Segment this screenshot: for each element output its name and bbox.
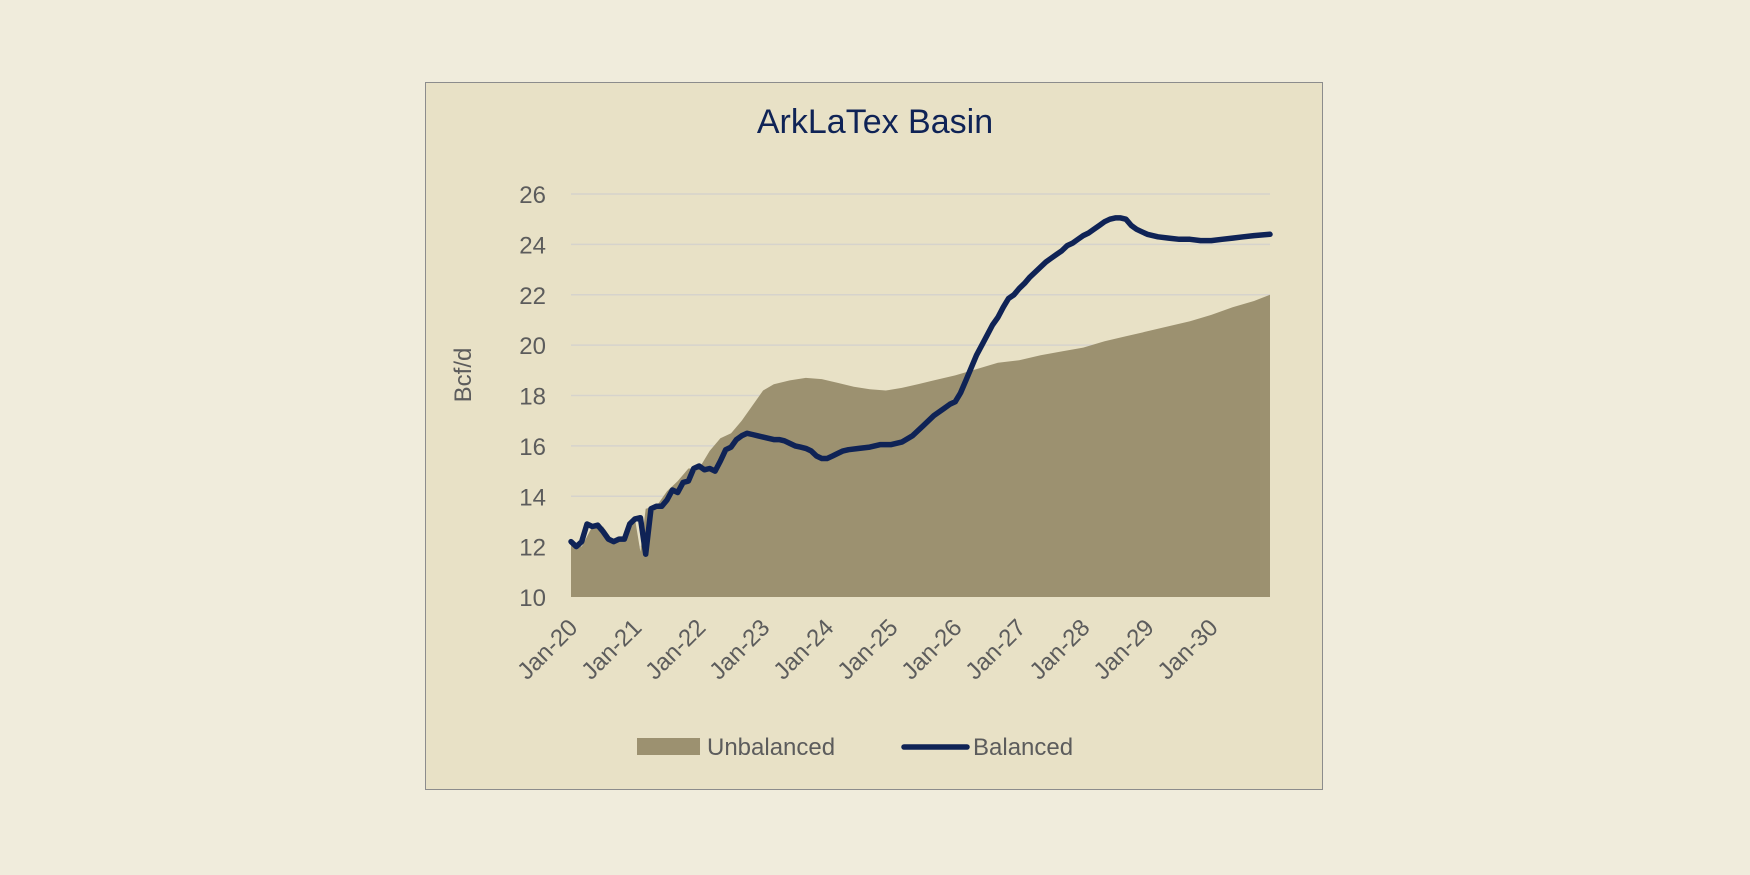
x-tick-label: Jan-21: [576, 614, 647, 685]
legend-label-unbalanced: Unbalanced: [707, 734, 835, 761]
x-tick-label: Jan-22: [640, 614, 711, 685]
x-tick-label: Jan-24: [768, 614, 839, 685]
x-axis: Jan-20Jan-21Jan-22Jan-23Jan-24Jan-25Jan-…: [512, 614, 1223, 685]
x-tick-label: Jan-28: [1025, 614, 1096, 685]
y-tick-label: 16: [519, 434, 546, 461]
x-tick-label: Jan-25: [832, 614, 903, 685]
plot-area: [571, 294, 1270, 597]
y-tick-label: 22: [519, 283, 546, 310]
x-tick-label: Jan-23: [704, 614, 775, 685]
y-tick-label: 12: [519, 535, 546, 562]
series-balanced-line: [568, 215, 1273, 557]
legend-swatch-unbalanced: [637, 738, 700, 755]
y-tick-label: 26: [519, 182, 546, 209]
series-unbalanced-area: [571, 294, 1270, 597]
chart-title: ArkLaTex Basin: [757, 103, 993, 141]
y-tick-label: 10: [519, 585, 546, 612]
legend-label-balanced: Balanced: [973, 734, 1073, 761]
line-layer: [568, 215, 1273, 557]
x-tick-label: Jan-26: [896, 614, 967, 685]
x-tick-label: Jan-29: [1089, 614, 1160, 685]
chart-frame: ArkLaTex Basin Bcf/d 10 12 14 16 18 20 22 24 26 …: [425, 82, 1323, 790]
y-tick-label: 20: [519, 333, 546, 360]
y-tick-label: 14: [519, 484, 546, 511]
y-tick-label: 18: [519, 384, 546, 411]
y-axis-title: Bcf/d: [450, 348, 477, 403]
x-tick-label: Jan-20: [512, 614, 583, 685]
x-tick-label: Jan-27: [960, 614, 1031, 685]
y-tick-label: 24: [519, 232, 546, 259]
legend: Unbalanced Balanced: [637, 734, 1073, 761]
y-axis: 10 12 14 16 18 20 22 24 26: [519, 182, 546, 612]
x-tick-label: Jan-30: [1153, 614, 1224, 685]
chart-canvas: ArkLaTex Basin Bcf/d 101214161820222426 …: [450, 103, 1273, 761]
